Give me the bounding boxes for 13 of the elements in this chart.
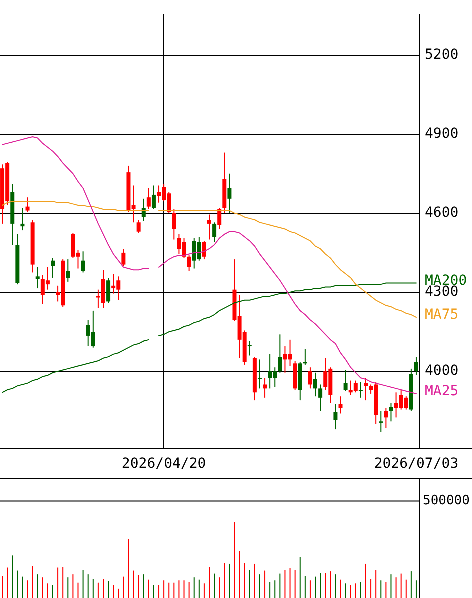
series-label: MA75 — [425, 307, 459, 324]
text: 500000 — [423, 494, 470, 509]
candlestick — [358, 382, 363, 398]
candlestick — [248, 341, 252, 356]
candlestick — [379, 411, 384, 432]
y-tick-label: 4600 — [425, 205, 459, 222]
x-tick-label: 2026/04/20 — [122, 456, 206, 472]
y-tick-label: 4900 — [425, 126, 459, 142]
y-tick-label: 4000 — [425, 363, 459, 380]
series-label: MA25 — [425, 384, 459, 400]
candlestick — [258, 360, 262, 389]
y-tick-label: 5200 — [425, 46, 459, 63]
x-tick-label: 2026/07/03 — [374, 456, 459, 472]
